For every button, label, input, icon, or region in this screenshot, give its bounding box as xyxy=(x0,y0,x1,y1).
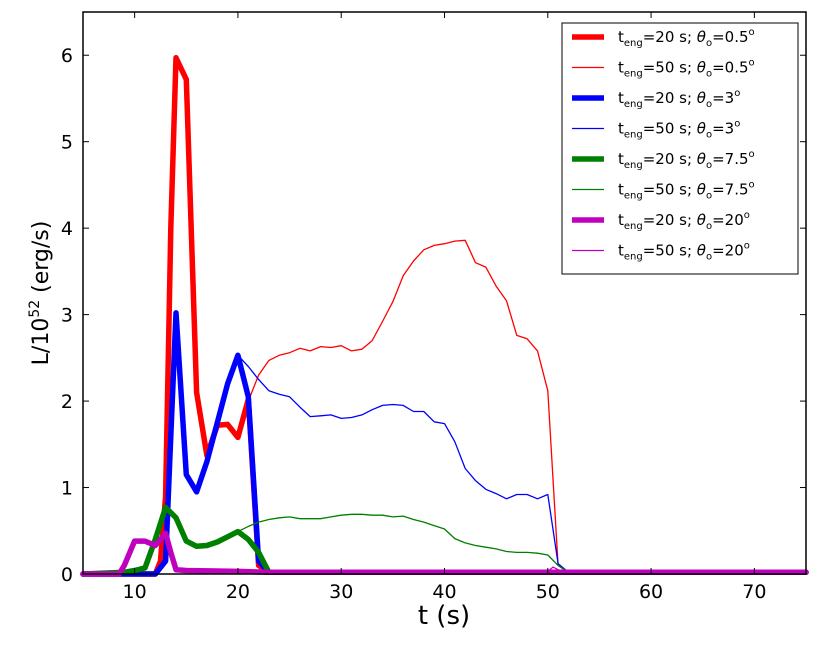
y-tick-label: 4 xyxy=(61,218,73,240)
plot-frame xyxy=(82,11,807,575)
series-line-4 xyxy=(237,354,570,573)
y-tick-label: 6 xyxy=(61,45,73,67)
y-axis-title-suffix: (erg/s) xyxy=(29,221,54,300)
legend-label-5: teng=20 s; θo=7.5o xyxy=(618,149,755,171)
y-axis-title-prefix: L/10 xyxy=(29,318,54,366)
ticks-layer: 10 20 30 40 50 60 70 0 1 2 3 4 5 6 xyxy=(61,12,806,603)
series-line-8 xyxy=(237,566,570,573)
series-line-3 xyxy=(80,310,809,577)
y-tick-label: 1 xyxy=(61,478,73,500)
y-tick-label: 5 xyxy=(61,132,73,154)
y-tick-label: 3 xyxy=(61,305,73,327)
legend-label-6: teng=50 s; θo=7.5o xyxy=(618,180,755,202)
y-tick-label: 2 xyxy=(61,391,73,413)
y-tick-label: 0 xyxy=(61,564,73,586)
series-line-2 xyxy=(237,239,570,573)
x-tick-label: 20 xyxy=(226,581,250,603)
y-axis-title: L/1052 (erg/s) xyxy=(27,221,54,366)
y-axis-title-exponent: 52 xyxy=(27,300,43,318)
legend-label-7: teng=20 s; θo=20o xyxy=(618,210,750,232)
legend-label-4: teng=50 s; θo=3o xyxy=(618,119,740,141)
x-tick-label: 30 xyxy=(329,581,353,603)
legend-label-8: teng=50 s; θo=20o xyxy=(618,241,750,263)
x-tick-label: 50 xyxy=(536,581,560,603)
x-axis-title: t (s) xyxy=(418,601,470,631)
series-line-7 xyxy=(80,530,809,577)
legend-box xyxy=(561,22,799,275)
legend-label-2: teng=50 s; θo=0.5o xyxy=(618,58,755,80)
legend-label-3: teng=20 s; θo=3o xyxy=(618,88,740,110)
legend: teng=20 s; θo=0.5o teng=50 s; θo=0.5o teng… xyxy=(561,22,799,275)
series-layer xyxy=(80,55,809,577)
x-tick-label: 70 xyxy=(742,581,766,603)
x-tick-label: 10 xyxy=(123,581,147,603)
legend-label-1: teng=20 s; θo=0.5o xyxy=(618,27,755,49)
x-tick-label: 60 xyxy=(639,581,663,603)
series-line-6 xyxy=(237,513,570,573)
x-tick-label: 40 xyxy=(432,581,456,603)
series-line-5 xyxy=(80,504,809,577)
